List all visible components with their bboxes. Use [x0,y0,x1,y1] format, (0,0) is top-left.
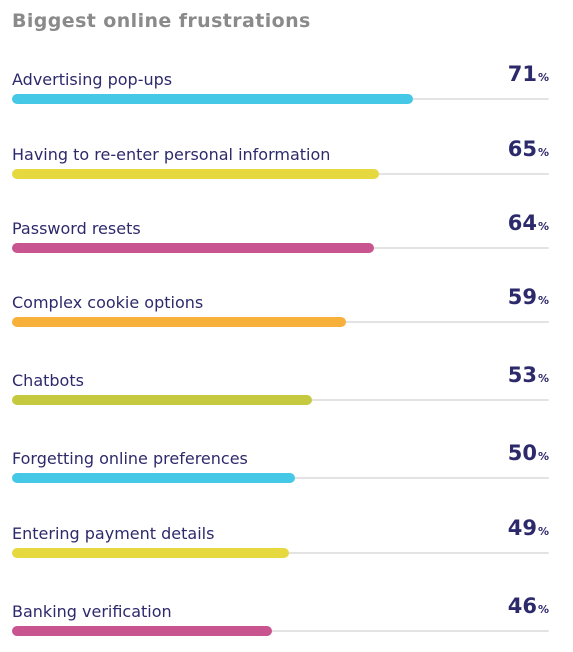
category-label: Password resets [12,219,141,238]
bar-row: Forgetting online preferences 50% [0,441,573,499]
bar [12,548,289,558]
data-label: 49% [508,516,549,540]
bar-row: Advertising pop-ups 71% [0,62,573,120]
data-label: 59% [508,285,549,309]
data-label-unit: % [537,525,549,538]
bar-row: Entering payment details 49% [0,516,573,574]
bar-row: Password resets 64% [0,211,573,269]
data-label-unit: % [537,71,549,84]
data-label-value: 64 [507,211,537,235]
bar-row: Chatbots 53% [0,363,573,421]
data-label-value: 50 [507,441,537,465]
data-label: 65% [508,137,549,161]
category-label: Advertising pop-ups [12,70,173,89]
data-label: 53% [508,363,549,387]
bar [12,317,346,327]
category-label: Complex cookie options [12,293,204,312]
data-label: 46% [508,594,549,618]
category-label: Forgetting online preferences [12,449,248,468]
category-label: Having to re-enter personal information [12,145,331,164]
chart-title: Biggest online frustrations [12,10,311,32]
data-label-unit: % [537,146,549,159]
data-label: 50% [508,441,549,465]
data-label: 64% [508,211,549,235]
data-label-unit: % [537,220,549,233]
data-label-value: 46 [507,594,537,618]
bar [12,395,312,405]
category-label: Chatbots [12,371,84,390]
bar-row: Banking verification 46% [0,594,573,652]
data-label-unit: % [537,450,549,463]
data-label-value: 53 [507,363,537,387]
data-label-unit: % [537,372,549,385]
data-label: 71% [508,62,549,86]
bar [12,169,379,179]
data-label-value: 65 [507,137,537,161]
bar [12,94,413,104]
bar [12,243,374,253]
data-label-unit: % [537,603,549,616]
category-label: Entering payment details [12,524,215,543]
bar [12,473,295,483]
data-label-value: 59 [507,285,537,309]
bar-track [12,630,549,632]
bar-row: Complex cookie options 59% [0,285,573,343]
data-label-value: 71 [507,62,537,86]
bar-row: Having to re-enter personal information 6… [0,137,573,195]
data-label-value: 49 [507,516,537,540]
bar [12,626,272,636]
data-label-unit: % [537,294,549,307]
category-label: Banking verification [12,602,172,621]
